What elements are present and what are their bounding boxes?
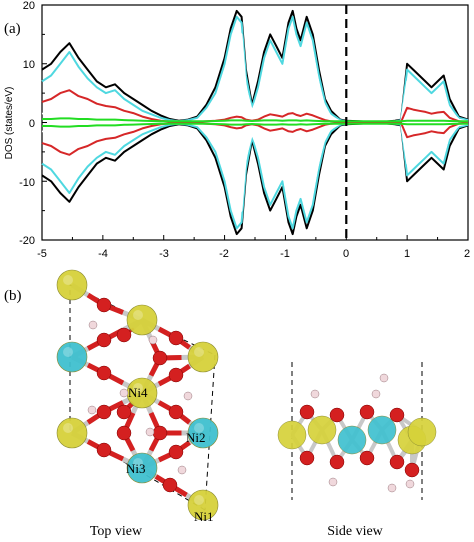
y-tick-label: -10 bbox=[19, 177, 35, 189]
side-yellow-ni-atom bbox=[407, 417, 437, 447]
x-tick-label: -2 bbox=[219, 248, 229, 260]
side-hydrogen-atom bbox=[310, 389, 320, 399]
oxygen-atom bbox=[152, 425, 168, 441]
dos-series-line-spin-down bbox=[42, 122, 468, 128]
oxygen-atom bbox=[168, 444, 184, 460]
oxygen-atom bbox=[116, 327, 132, 343]
atom-highlight bbox=[133, 458, 143, 468]
side-hydrogen-atom bbox=[379, 373, 389, 383]
side-oxygen-atom bbox=[359, 450, 375, 466]
side-oxygen-atom bbox=[389, 407, 405, 423]
atom-highlight bbox=[63, 275, 73, 285]
side-yellow-ni-atom bbox=[307, 415, 337, 445]
yellow-ni-atom bbox=[126, 304, 158, 336]
side-oxygen-atom bbox=[329, 454, 345, 470]
hydrogen-atom bbox=[177, 465, 187, 475]
cyan-ni-atom bbox=[56, 341, 88, 373]
atom-highlight bbox=[133, 383, 143, 393]
atom-highlight bbox=[133, 310, 143, 320]
side-oxygen-atom bbox=[329, 407, 345, 423]
side-cyan-ni-atom bbox=[337, 425, 367, 455]
side-oxygen-atom bbox=[359, 404, 375, 420]
x-tick-label: 2 bbox=[464, 248, 470, 260]
side-hydrogen-atom bbox=[371, 389, 381, 399]
atom-label-ni4: Ni4 bbox=[128, 385, 148, 400]
atom-highlight bbox=[194, 495, 204, 505]
side-hydrogen-atom bbox=[328, 477, 338, 487]
hydrogen-atom bbox=[87, 405, 97, 415]
top-view-atoms bbox=[56, 269, 219, 521]
y-axis-label: DOS (states/eV) bbox=[4, 87, 15, 160]
oxygen-atom bbox=[96, 332, 112, 348]
atom-label-ni2: Ni2 bbox=[186, 430, 206, 445]
series-layer bbox=[41, 9, 469, 236]
oxygen-atom bbox=[168, 330, 184, 346]
x-tick-label: -1 bbox=[280, 248, 290, 260]
hydrogen-atom bbox=[88, 320, 98, 330]
yellow-ni-atom bbox=[56, 269, 88, 301]
dos-series-line-spin-down bbox=[41, 121, 469, 156]
dos-plot bbox=[41, 4, 469, 241]
side-hydrogen-atom bbox=[387, 483, 397, 493]
caption-side-view: Side view bbox=[327, 524, 383, 539]
oxygen-atom bbox=[96, 365, 112, 381]
side-yellow-ni-atom bbox=[277, 420, 307, 450]
side-view-structure bbox=[277, 362, 437, 500]
cyan-ni-atom bbox=[187, 417, 219, 449]
side-oxygen-atom bbox=[299, 450, 315, 466]
panel-a-label: (a) bbox=[4, 21, 21, 37]
unit-cell-edge bbox=[204, 354, 216, 511]
atom-highlight bbox=[63, 423, 73, 433]
oxygen-atom bbox=[116, 404, 132, 420]
dos-series-line-spin-down bbox=[41, 122, 469, 218]
hydrogen-atom bbox=[145, 427, 155, 437]
side-oxygen-atom bbox=[389, 454, 405, 470]
side-view-atoms bbox=[277, 373, 437, 493]
yellow-ni-atom bbox=[56, 417, 88, 449]
x-tick-label: -3 bbox=[159, 248, 169, 260]
caption-top-view: Top view bbox=[90, 524, 143, 539]
hydrogen-atom bbox=[183, 391, 193, 401]
top-view-structure bbox=[56, 269, 219, 521]
hydrogen-atom bbox=[119, 388, 129, 398]
dos-series-line-spin-up bbox=[41, 27, 469, 123]
x-tick-label: 1 bbox=[404, 248, 410, 260]
tick-layer bbox=[41, 4, 469, 241]
side-hydrogen-atom bbox=[405, 479, 415, 489]
side-oxygen-atom bbox=[404, 462, 420, 478]
y-tick-label: -20 bbox=[19, 235, 35, 247]
oxygen-atom bbox=[168, 367, 184, 383]
x-tick-label: -5 bbox=[37, 248, 47, 260]
dos-series-line-spin-down bbox=[41, 122, 469, 230]
oxygen-atom bbox=[116, 425, 132, 441]
y-tick-label: 20 bbox=[23, 0, 35, 12]
y-tick-label: 10 bbox=[23, 59, 35, 71]
atom-label-ni3: Ni3 bbox=[126, 461, 146, 476]
side-oxygen-atom bbox=[299, 404, 315, 420]
cyan-ni-atom bbox=[126, 452, 158, 484]
yellow-ni-atom bbox=[187, 489, 219, 521]
atom-highlight bbox=[194, 423, 204, 433]
panel-b-label: (b) bbox=[4, 288, 22, 304]
plot-frame bbox=[41, 4, 469, 241]
yellow-ni-atom bbox=[187, 341, 219, 373]
dos-series-line-spin-up bbox=[41, 15, 469, 123]
oxygen-atom bbox=[96, 297, 112, 313]
dos-series-line-spin-up bbox=[42, 117, 468, 123]
side-cyan-ni-atom bbox=[367, 415, 397, 445]
x-tick-label: 0 bbox=[343, 248, 349, 260]
oxygen-atom bbox=[162, 477, 178, 493]
atom-highlight bbox=[63, 347, 73, 357]
atom-label-ni1: Ni1 bbox=[194, 509, 214, 524]
oxygen-atom bbox=[96, 442, 112, 458]
y-tick-label: 0 bbox=[29, 118, 35, 130]
oxygen-atom bbox=[96, 404, 112, 420]
x-tick-label: -4 bbox=[98, 248, 108, 260]
hydrogen-atom bbox=[148, 335, 158, 345]
atom-highlight bbox=[194, 347, 204, 357]
oxygen-atom bbox=[168, 404, 184, 420]
oxygen-atom bbox=[152, 350, 168, 366]
dos-series-line-spin-up bbox=[41, 89, 469, 124]
